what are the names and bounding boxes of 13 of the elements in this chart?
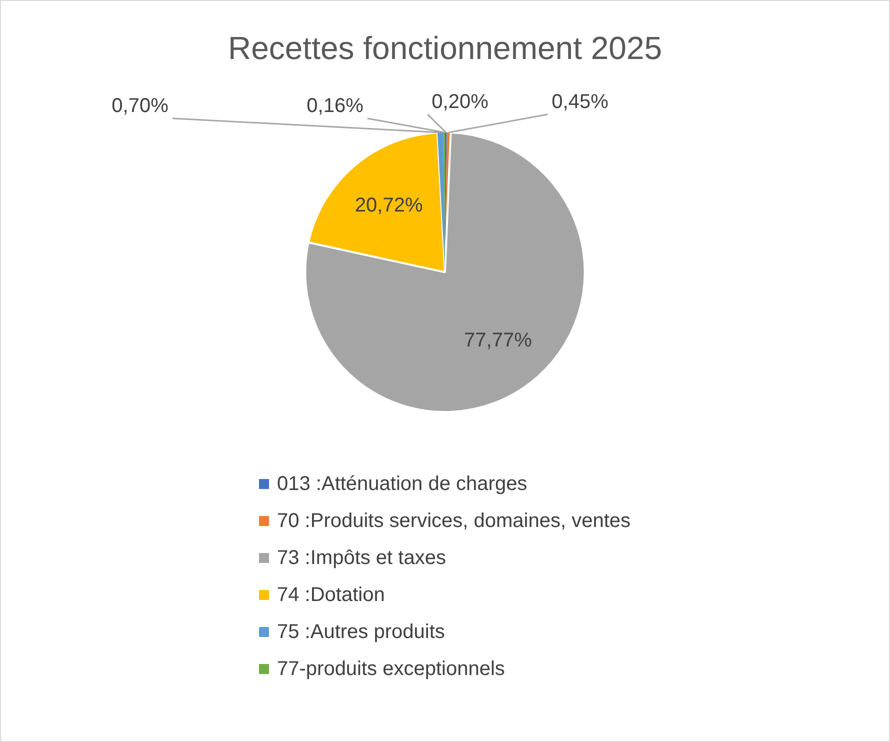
chart-title: Recettes fonctionnement 2025 — [228, 30, 662, 66]
legend-label: 70 :Produits services, domaines, ventes — [277, 510, 631, 532]
legend-label: 74 :Dotation — [277, 584, 385, 606]
data-label: 77,77% — [464, 329, 532, 352]
legend-label: 75 :Autres produits — [277, 620, 445, 644]
data-label: 0,70% — [112, 94, 169, 117]
data-label: 0,45% — [552, 90, 609, 113]
data-label: 0,20% — [432, 90, 489, 113]
data-label: 20,72% — [354, 194, 423, 217]
legend-label: 013 :Atténuation de charges — [277, 472, 528, 496]
legend-label: 73 :Impôts et taxes — [277, 546, 446, 570]
legend-label: 77-produits exceptionnels — [277, 658, 505, 680]
data-label: 0,16% — [306, 94, 364, 117]
